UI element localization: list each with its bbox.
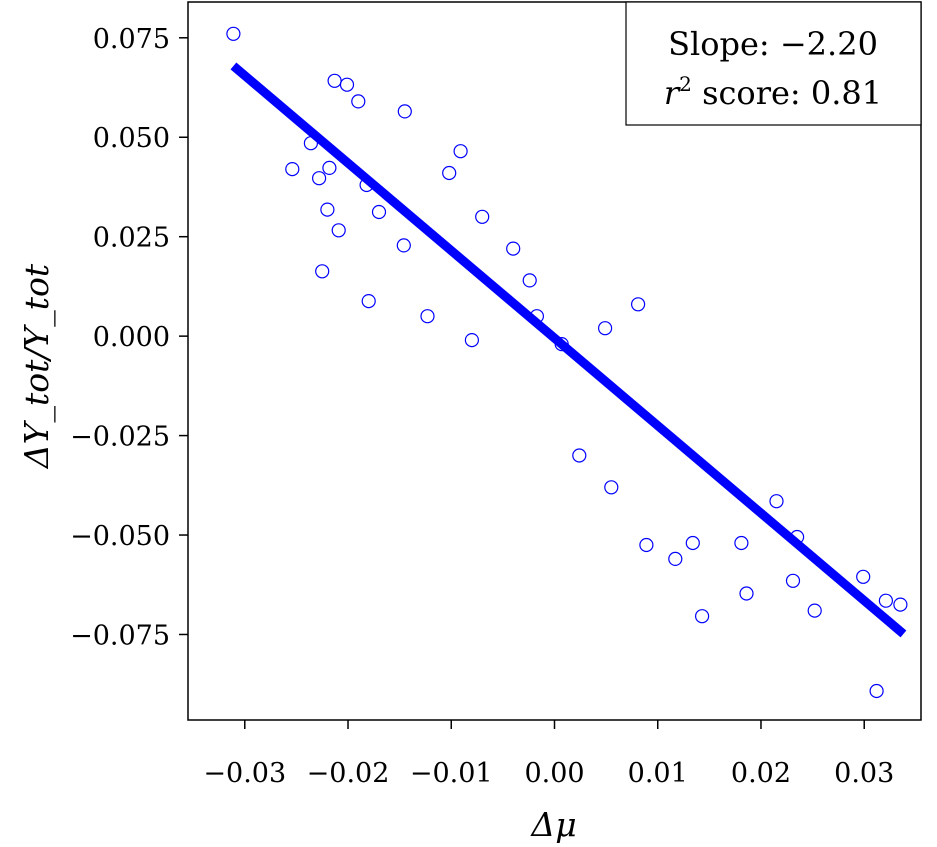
data-point [312, 171, 327, 186]
data-point [226, 26, 241, 41]
y-tick-label: −0.075 [70, 620, 170, 651]
data-point [668, 551, 683, 567]
data-point [734, 535, 749, 551]
x-tick-label: −0.02 [307, 758, 390, 789]
data-point [322, 160, 337, 175]
data-point [331, 223, 346, 238]
legend-r2-symbol: r [664, 74, 681, 112]
data-point [878, 593, 894, 608]
y-tick-label: 0.075 [93, 24, 170, 55]
data-point [397, 104, 412, 119]
data-point [769, 494, 784, 509]
data-point [694, 609, 710, 624]
data-point [361, 294, 376, 309]
data-point [320, 202, 335, 217]
legend-r2-exponent: 2 [679, 72, 692, 96]
data-point [327, 73, 342, 88]
data-point [893, 597, 908, 612]
data-point [442, 165, 457, 181]
data-point [351, 94, 366, 109]
data-point [506, 241, 521, 256]
legend-r2-score: score: 0.81 [692, 74, 882, 112]
data-point [475, 209, 490, 224]
y-tick-label: −0.025 [70, 422, 170, 453]
y-tick-label: 0.025 [93, 223, 170, 254]
data-point [453, 144, 468, 159]
data-point [522, 273, 537, 288]
data-point [339, 77, 355, 92]
data-point [856, 569, 871, 584]
data-point [572, 448, 587, 463]
y-axis-label: ΔY_tot/Y_tot [17, 263, 57, 470]
y-tick-label: 0.000 [93, 322, 170, 353]
legend-box: Slope: −2.20 r2 score: 0.81 [625, 1, 922, 126]
data-point [785, 573, 801, 588]
x-tick-label: 0.00 [524, 758, 584, 789]
regression-fit-line [230, 62, 907, 638]
data-point [869, 683, 884, 699]
data-point [639, 537, 654, 553]
data-point [285, 162, 300, 177]
x-tick-label: −0.01 [410, 758, 493, 789]
x-axis-label: Δμ [529, 805, 576, 844]
legend-slope-value: −2.20 [780, 25, 878, 63]
scatter-points [226, 26, 908, 699]
y-axis-ticks: 0.075 0.050 0.025 0.000 −0.025 −0.050 −0.075 [70, 24, 188, 651]
data-point [396, 238, 411, 253]
legend-frame [625, 1, 922, 126]
data-point [630, 297, 646, 312]
data-point [604, 480, 619, 495]
data-point [685, 535, 700, 551]
legend-r2-text: r2 score: 0.81 [664, 72, 882, 112]
data-point [420, 309, 435, 324]
x-tick-label: 0.01 [628, 758, 688, 789]
x-tick-label: −0.03 [203, 758, 286, 789]
y-tick-label: −0.050 [70, 521, 170, 552]
y-tick-label: 0.050 [93, 123, 170, 154]
legend-slope-text: Slope: −2.20 [668, 25, 878, 63]
data-point [597, 321, 613, 336]
x-axis-ticks: −0.03 −0.02 −0.01 0.00 0.01 0.02 0.03 [203, 720, 894, 789]
x-tick-label: 0.02 [731, 758, 791, 789]
data-point [739, 586, 754, 601]
data-point [371, 204, 387, 220]
legend-slope-label: Slope: [668, 25, 780, 63]
data-point [807, 603, 822, 618]
data-point [464, 333, 479, 348]
data-point [315, 264, 330, 279]
x-tick-label: 0.03 [834, 758, 894, 789]
